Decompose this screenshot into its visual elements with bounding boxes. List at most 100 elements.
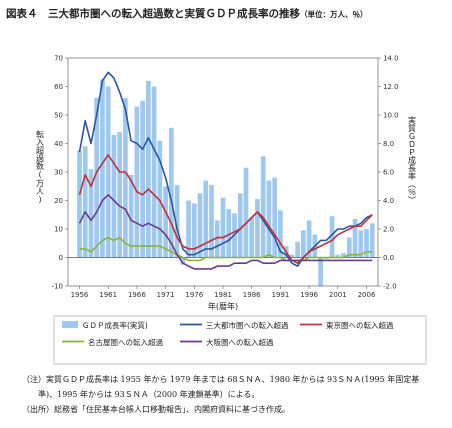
gdp-bar [146, 80, 151, 258]
gdp-bar [255, 199, 260, 258]
y-tick-label-right: 8.0 [383, 140, 394, 148]
chart-title-text: 図表４ 三大都市圏への転入超過数と実質ＧＤＰ成長率の推移 [6, 8, 300, 20]
gdp-bar [278, 210, 283, 258]
gdp-bar [111, 134, 117, 258]
x-tick-label: 2006 [358, 291, 376, 299]
legend-label: 東京圏への転入超過 [326, 320, 394, 330]
legend-item-sandai: 三大都市圏への転入超過 [180, 320, 289, 330]
tick-labels: -10 0 10 20 30 40 50 60 70 -2.0 0.0 2.0 4.0 6.0 8.0 10.… [52, 55, 399, 300]
gdp-bar [123, 97, 128, 258]
gdp-bar [364, 229, 369, 258]
gdp-bar [82, 146, 88, 258]
gdp-bar [140, 100, 145, 258]
gdp-bar [260, 156, 266, 258]
gdp-bar [237, 193, 243, 258]
y-tick-label-right: 6.0 [383, 169, 394, 177]
y-tick-label-right: 12.0 [383, 83, 399, 91]
gdp-bar [105, 86, 111, 258]
gdp-bar [174, 184, 180, 258]
gdp-bar [249, 217, 255, 258]
gdp-bar [163, 186, 168, 258]
line-series [78, 71, 373, 270]
gdp-bar [77, 150, 82, 258]
legend-item-tokyo: 東京圏への転入超過 [300, 320, 394, 330]
gdp-bar [358, 230, 364, 258]
gdp-bar [186, 200, 191, 258]
note-line: （出所）総務省「住民基本台帳人口移動報告」、内閣府資料に基づき作成。 [22, 405, 290, 414]
gdp-bar [100, 79, 105, 258]
gdp-bar [151, 86, 157, 258]
y-tick-label-left: 10 [54, 226, 63, 234]
gdp-bar [346, 237, 352, 258]
bar-series [77, 79, 375, 286]
gdp-bar [243, 167, 249, 258]
legend: ＧＤＰ成長率(実質) 三大都市圏への転入超過 東京圏への転入超過 名古屋圏への転… [53, 315, 427, 365]
y-tick-label-left: 20 [54, 197, 63, 205]
x-tick-label: 1996 [300, 291, 318, 299]
gdp-bar [341, 253, 346, 258]
gdp-bar [180, 257, 186, 265]
note-line: 準)、1995 年からは 93ＳＮＡ（2000 年連鎖基準）による。 [22, 390, 260, 399]
gdp-bar [272, 177, 278, 258]
gdp-bar [301, 230, 306, 258]
gdp-bar [369, 223, 375, 258]
y-tick-label-right: 2.0 [383, 226, 394, 234]
y-tick-label-right: 4.0 [383, 197, 394, 205]
gdp-bar [335, 254, 341, 258]
gdp-bar [220, 197, 226, 258]
y-tick-label-left: 30 [54, 169, 63, 177]
x-tick-label: 1976 [185, 291, 203, 299]
gdp-bar [289, 254, 295, 258]
x-axis-label: 年(暦年) [208, 301, 238, 311]
notes: （注）実質ＧＤＰ成長率は 1955 年から 1979 年までは 68ＳＮＡ、19… [22, 372, 442, 417]
gdp-bar [197, 193, 203, 258]
y-tick-label-left: 50 [54, 112, 63, 120]
gdp-bar [329, 216, 335, 258]
gdp-bar [318, 257, 323, 286]
x-tick-label: 1971 [157, 291, 175, 299]
legend-label: ＧＤＰ成長率(実質) [82, 320, 148, 330]
legend-label: 名古屋圏への転入超過 [88, 337, 163, 347]
y-tick-label-left: 40 [54, 140, 63, 148]
gdp-bar [191, 203, 197, 258]
legend-item-gdp: ＧＤＰ成長率(実質) [62, 320, 148, 330]
chart-title-unit: （単位：万人、％） [300, 10, 368, 19]
note-line: （注）実質ＧＤＰ成長率は 1955 年から 1979 年までは 68ＳＮＡ、19… [22, 375, 420, 384]
series-line [78, 154, 373, 264]
y-tick-label-right: 10.0 [383, 112, 399, 120]
chart-title: 図表４ 三大都市圏への転入超過数と実質ＧＤＰ成長率の推移（単位：万人、％） [6, 6, 368, 21]
gdp-bar [214, 220, 220, 258]
x-tick-label: 1961 [99, 291, 117, 299]
y-tick-label-right: -2.0 [383, 283, 397, 291]
y-tick-label-left: -10 [52, 283, 63, 291]
legend-item-nagoya: 名古屋圏への転入超過 [62, 337, 163, 347]
legend-label: 三大都市圏への転入超過 [206, 320, 289, 330]
x-tick-label: 1981 [214, 291, 232, 299]
gdp-bar [157, 140, 163, 258]
gdp-bar [168, 127, 174, 258]
series-line [78, 71, 373, 267]
gdp-bar [88, 169, 94, 258]
gdp-bar [128, 174, 134, 258]
x-tick-label: 1991 [271, 291, 289, 299]
y-axis-label-left: 転入超過数(万人) [36, 130, 45, 204]
legend-item-osaka: 大阪圏への転入超過 [180, 337, 274, 347]
x-tick-label: 1986 [243, 291, 261, 299]
legend-label: 大阪圏への転入超過 [206, 337, 274, 347]
y-tick-label-right: 0.0 [383, 254, 394, 262]
gdp-bar [209, 184, 214, 258]
gdp-bar [134, 106, 140, 258]
y-tick-label-left: 0 [59, 254, 63, 262]
y-axis-label-right: 実質ＧＤＰ成長率（％） [408, 115, 417, 204]
gdp-bar [226, 209, 232, 258]
y-tick-label-left: 60 [54, 83, 63, 91]
series-line [78, 194, 373, 270]
gdp-bar [352, 219, 358, 258]
series-line [79, 236, 373, 262]
gdp-bar [306, 220, 312, 258]
gdp-bar [94, 97, 100, 258]
x-tick-label: 1956 [71, 291, 89, 299]
x-tick-label: 2001 [329, 291, 347, 299]
gdp-bar [117, 132, 123, 258]
